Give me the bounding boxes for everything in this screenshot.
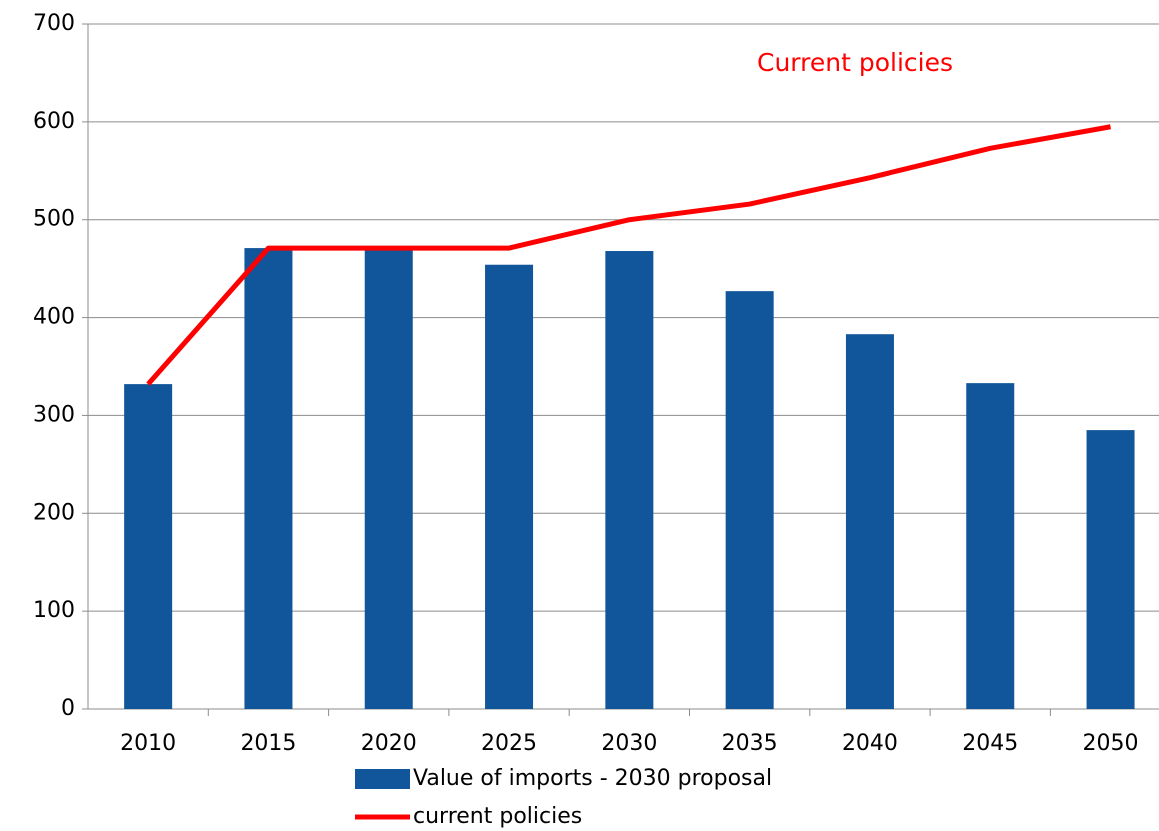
x-tick-label: 2045 <box>962 731 1018 756</box>
legend-label: current policies <box>413 804 582 829</box>
y-tick-label: 400 <box>33 305 75 330</box>
y-tick-label: 200 <box>33 500 75 525</box>
bar <box>1086 430 1135 709</box>
x-tick-label: 2050 <box>1083 731 1139 756</box>
y-tick-label: 700 <box>33 11 75 36</box>
y-tick-label: 100 <box>33 598 75 623</box>
bar <box>605 251 654 709</box>
bar <box>124 384 173 709</box>
bar <box>244 248 293 710</box>
legend-swatch <box>355 769 410 789</box>
x-tick-label: 2025 <box>481 731 537 756</box>
legend-label: Value of imports - 2030 proposal <box>413 766 772 791</box>
bar <box>966 383 1015 709</box>
bar <box>845 334 894 709</box>
y-tick-label: 600 <box>33 109 75 134</box>
bar <box>485 264 534 709</box>
x-tick-label: 2015 <box>240 731 296 756</box>
bar <box>364 248 413 710</box>
line <box>146 124 1111 386</box>
y-tick-label: 300 <box>33 402 75 427</box>
x-tick-label: 2030 <box>601 731 657 756</box>
bar <box>725 291 774 709</box>
y-tick-label: 0 <box>61 696 75 721</box>
x-tick-label: 2020 <box>361 731 417 756</box>
y-tick-label: 500 <box>33 207 75 232</box>
x-tick-label: 2010 <box>120 731 176 756</box>
x-tick-label: 2035 <box>722 731 778 756</box>
x-tick-label: 2040 <box>842 731 898 756</box>
annotation: Current policies <box>757 48 953 77</box>
